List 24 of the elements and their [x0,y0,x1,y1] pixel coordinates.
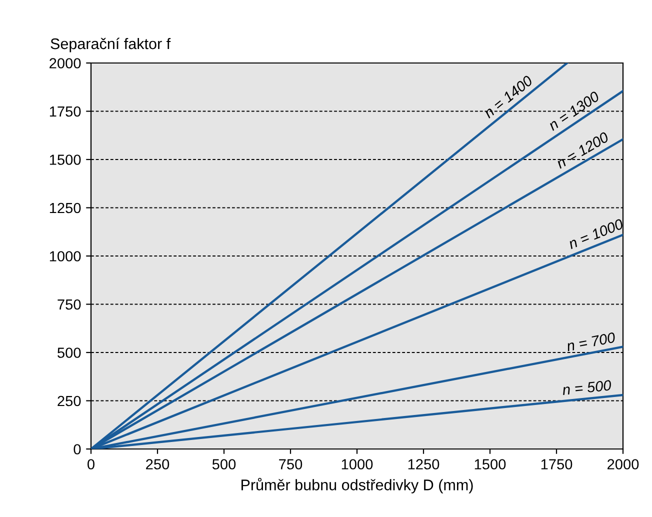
y-tick-label: 1500 [50,154,81,165]
y-axis-title: Separační faktor f [50,38,171,52]
y-tick-label: 0 [74,444,81,454]
y-tick-label: 250 [58,396,81,406]
y-tick-label: 2000 [50,58,81,68]
y-tick-label: 1250 [50,202,81,214]
annotation: n = 700 [566,332,616,352]
x-tick-label: 250 [146,459,170,470]
y-tick-label: 750 [58,299,81,310]
y-tick-label: 1000 [50,251,81,262]
x-tick-label: 1250 [408,459,440,470]
x-tick-label: 1500 [474,459,506,470]
y-tick-label: 500 [58,348,81,358]
annotation: n = 1000 [568,218,624,250]
x-tick-label: 1000 [342,459,373,470]
x-tick-label: 1750 [541,459,572,470]
annotation: n = 500 [562,380,612,396]
x-tick-label: 750 [279,459,302,470]
y-tick-label: 1750 [50,106,81,117]
x-tick-label: 0 [88,459,94,470]
x-tick-label: 2000 [608,459,639,470]
x-axis-title: Průměr bubnu odstředivky D (mm) [242,478,473,494]
annotation: n = 1200 [555,131,610,169]
x-tick-label: 500 [212,459,236,470]
